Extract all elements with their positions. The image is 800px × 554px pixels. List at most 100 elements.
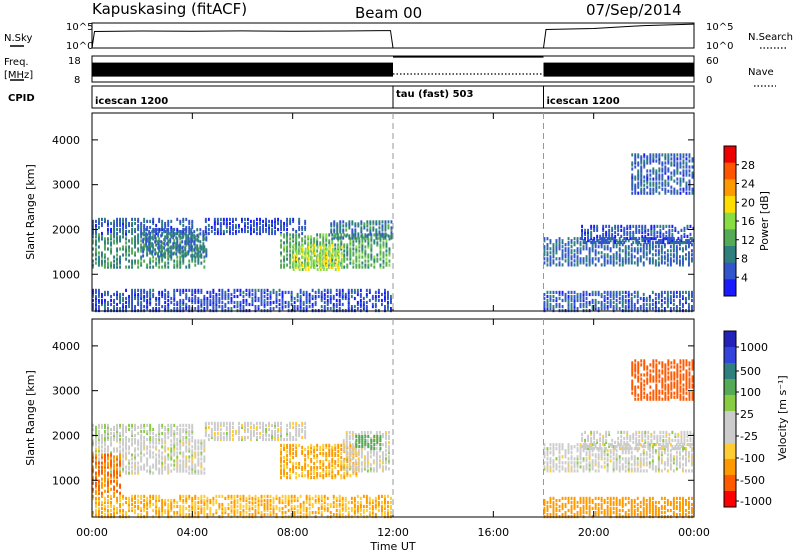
echo-cell	[342, 447, 345, 451]
echo-cell	[188, 239, 191, 243]
echo-cell	[367, 442, 370, 447]
echo-cell	[152, 445, 155, 449]
echo-cell	[348, 449, 351, 453]
echo-cell	[122, 229, 124, 234]
echo-cell	[224, 296, 227, 301]
echo-cell	[666, 253, 669, 257]
echo-cell	[633, 249, 636, 253]
echo-cell	[101, 300, 103, 305]
echo-cell	[337, 259, 340, 263]
echo-cell	[591, 257, 594, 261]
echo-cell	[149, 300, 152, 305]
echo-cell	[349, 474, 352, 478]
echo-cell	[310, 476, 313, 480]
echo-cell	[636, 290, 639, 294]
echo-cell	[250, 425, 252, 429]
echo-cell	[675, 249, 678, 253]
echo-cell	[275, 300, 278, 305]
echo-cell	[92, 427, 94, 432]
echo-cell	[146, 298, 149, 303]
echo-cell	[213, 433, 216, 438]
echo-cell	[319, 253, 322, 257]
echo-cell	[591, 241, 594, 245]
echo-cell	[163, 238, 166, 242]
echo-cell	[673, 153, 676, 157]
echo-cell	[140, 459, 143, 463]
echo-cell	[104, 469, 106, 473]
echo-cell	[612, 290, 615, 294]
echo-cell	[328, 465, 331, 470]
echo-cell	[643, 159, 646, 163]
echo-cell	[188, 241, 191, 245]
echo-cell	[651, 261, 654, 265]
echo-cell	[304, 429, 307, 434]
echo-cell	[274, 435, 276, 440]
echo-cell	[188, 259, 191, 263]
echo-cell	[682, 255, 684, 259]
echo-cell	[110, 502, 112, 507]
echo-cell	[238, 429, 240, 434]
echo-cell	[688, 243, 690, 247]
echo-cell	[652, 155, 655, 159]
echo-cell	[289, 476, 292, 480]
echo-cell	[579, 241, 582, 245]
echo-cell	[170, 425, 173, 429]
echo-cell	[653, 230, 656, 234]
echo-cell	[645, 237, 648, 241]
echo-cell	[367, 444, 370, 449]
echo-cell	[152, 292, 155, 297]
echo-cell	[357, 457, 360, 461]
echo-cell	[167, 305, 170, 309]
echo-cell	[313, 447, 316, 451]
echo-cell	[600, 255, 603, 259]
echo-cell	[666, 241, 669, 245]
echo-cell	[683, 226, 686, 230]
echo-cell	[104, 245, 106, 249]
echo-cell	[256, 221, 258, 226]
echo-cell	[268, 437, 270, 442]
echo-cell	[385, 465, 387, 469]
echo-cell	[322, 239, 325, 243]
echo-cell	[110, 467, 112, 471]
echo-cell	[188, 423, 191, 427]
echo-cell	[185, 243, 188, 247]
echo-cell	[640, 183, 643, 187]
echo-cell	[152, 451, 155, 455]
echo-cell	[385, 441, 387, 445]
echo-cell	[637, 171, 640, 175]
echo-cell	[95, 219, 97, 223]
echo-cell	[387, 302, 389, 307]
echo-cell	[608, 240, 611, 245]
echo-cell	[185, 441, 188, 445]
echo-cell	[148, 238, 151, 242]
echo-cell	[194, 443, 197, 447]
echo-cell	[671, 234, 674, 238]
echo-cell	[685, 157, 688, 161]
echo-cell	[373, 261, 376, 265]
echo-cell	[205, 254, 208, 258]
echo-cell	[146, 294, 149, 299]
echo-cell	[357, 467, 360, 471]
echo-cell	[332, 302, 335, 307]
echo-cell	[688, 187, 691, 191]
echo-cell	[107, 241, 109, 245]
echo-cell	[313, 470, 316, 474]
echo-cell	[222, 217, 225, 221]
echo-cell	[280, 225, 282, 230]
echo-cell	[644, 234, 647, 238]
echo-cell	[142, 246, 145, 250]
echo-cell	[151, 236, 154, 240]
echo-cell	[119, 227, 121, 232]
echo-cell	[337, 255, 340, 259]
echo-cell	[333, 234, 336, 238]
echo-cell	[254, 298, 257, 303]
echo-cell	[213, 223, 216, 228]
echo-cell	[137, 300, 140, 305]
echo-cell	[621, 239, 624, 243]
echo-cell	[369, 431, 372, 435]
echo-cell	[680, 238, 683, 243]
echo-cell	[113, 223, 115, 228]
echo-cell	[197, 459, 200, 463]
echo-cell	[263, 302, 266, 307]
echo-cell	[355, 474, 358, 478]
